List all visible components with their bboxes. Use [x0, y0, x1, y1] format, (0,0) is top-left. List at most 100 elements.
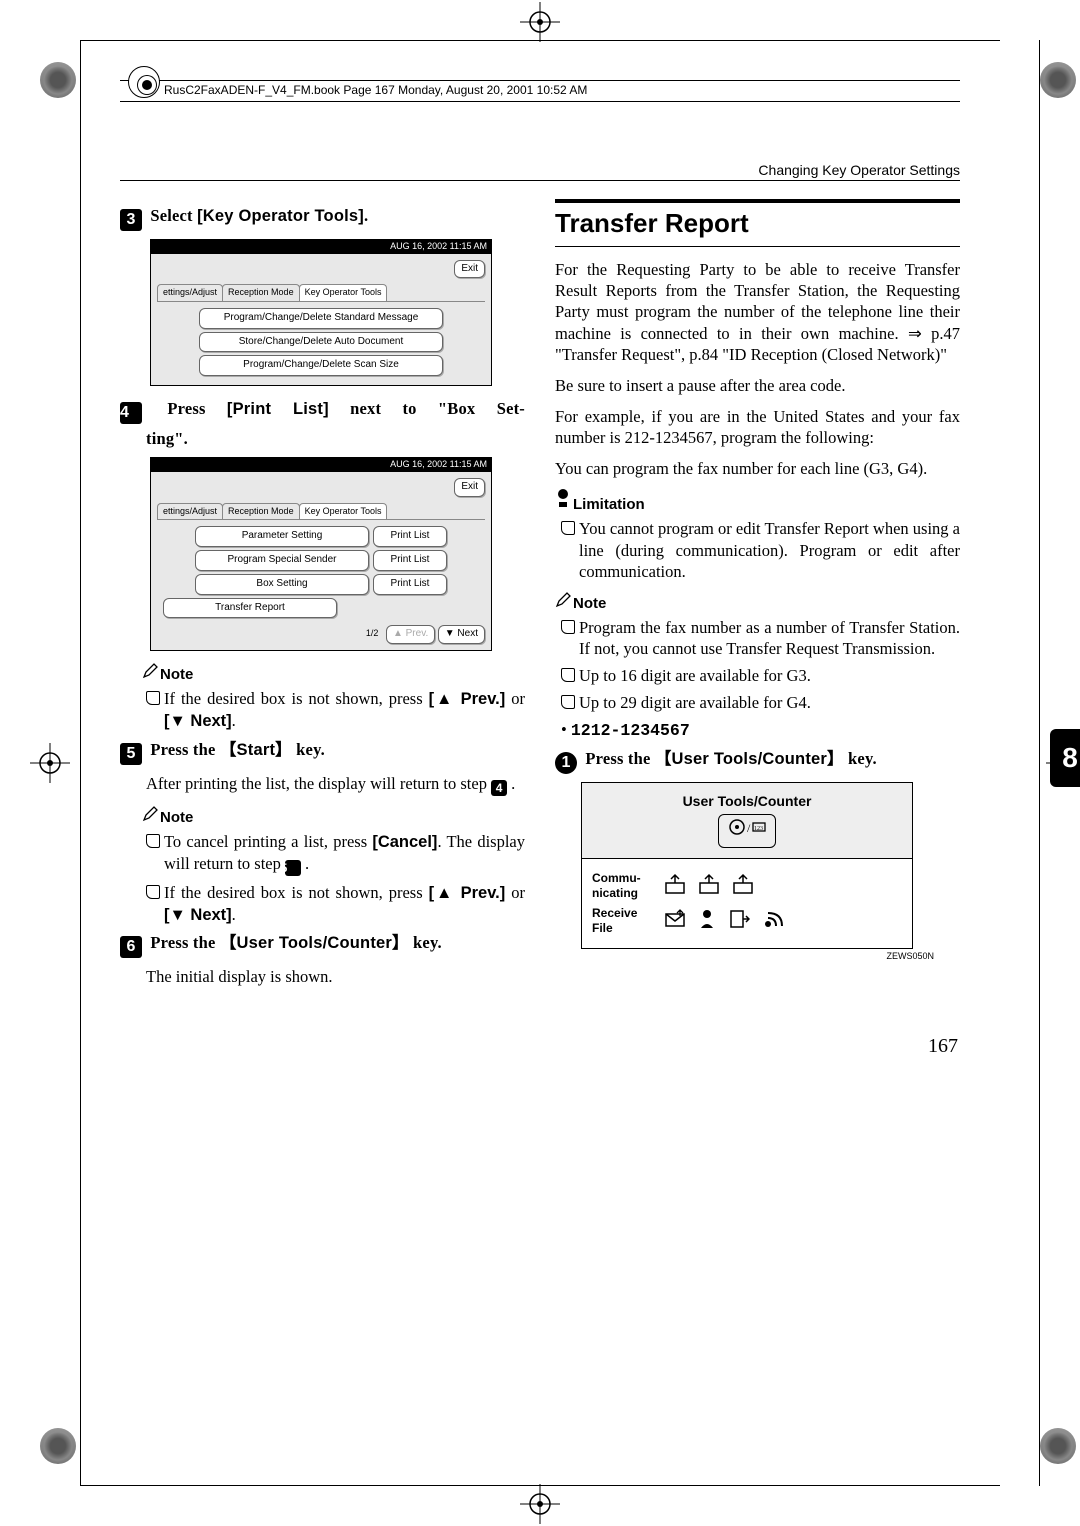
control-panel-figure: User Tools/Counter /123 Commu- nicating …: [581, 782, 913, 950]
ss1-exit-button[interactable]: Exit: [454, 260, 485, 279]
ss2-tab-0[interactable]: ettings/Adjust: [157, 503, 223, 520]
step-num-r1: 1: [555, 752, 577, 774]
ss2-tab-2[interactable]: Key Operator Tools: [299, 503, 388, 520]
step6-body: The initial display is shown.: [120, 966, 525, 987]
ref-step-4: 4: [491, 780, 507, 796]
step5-body-text: After printing the list, the display wil…: [146, 774, 491, 793]
user-tools-key: User Tools/Counter: [237, 934, 392, 952]
panel-receive-label: Receive File: [592, 906, 652, 937]
book-header: RusC2FaxADEN-F_V4_FM.book Page 167 Monda…: [120, 80, 960, 102]
print-list-key: [Print List]: [227, 400, 329, 418]
note-r-1: Program the fax number as a number of Tr…: [555, 617, 960, 659]
box-bullet-icon: [561, 695, 575, 709]
ss2-exit-button[interactable]: Exit: [454, 478, 485, 497]
ss2-r3-l[interactable]: Transfer Report: [163, 598, 337, 619]
person-icon: [698, 908, 716, 934]
step3-dot: .: [364, 206, 368, 225]
step6-suffix: key.: [409, 933, 442, 952]
panel-title: User Tools/Counter: [592, 793, 902, 811]
ss1-row-1[interactable]: Store/Change/Delete Auto Document: [199, 332, 443, 353]
prev-key: [▲ Prev.]: [429, 690, 506, 708]
ss1-row-0[interactable]: Program/Change/Delete Standard Message: [199, 308, 443, 329]
note-1-head: Note: [142, 663, 525, 684]
note-r-head: Note: [555, 592, 960, 613]
step-4-line2: ting".: [120, 428, 525, 449]
step-3: 3 Select [Key Operator Tools].: [120, 205, 525, 231]
ss2-prev-button[interactable]: ▲ Prev.: [386, 625, 435, 644]
note2-item1: To cancel printing a list, press [Cancel…: [120, 831, 525, 876]
limitation-item: You cannot program or edit Transfer Repo…: [555, 518, 960, 581]
note-r-label: Note: [573, 595, 606, 612]
reg-mark-top: [520, 2, 560, 42]
step-6: 6 Press the 【User Tools/Counter】 key.: [120, 932, 525, 958]
step-num-4: 4: [120, 402, 142, 424]
pencil-icon: [142, 663, 158, 684]
step-4: 4 Press [Print List] next to "Box Set-: [120, 398, 525, 424]
reg-mark-bottom: [520, 1484, 560, 1524]
svg-text:/: /: [747, 821, 751, 835]
ss2-r0-r[interactable]: Print List: [373, 526, 447, 547]
mail-icon: [664, 908, 686, 934]
box-bullet-icon: [561, 620, 575, 634]
signal-icon: [762, 908, 788, 934]
ss1-row-2[interactable]: Program/Change/Delete Scan Size: [199, 355, 443, 376]
pencil-icon: [555, 592, 571, 613]
user-tools-key-r: User Tools/Counter: [672, 750, 827, 768]
box-bullet-icon: [146, 885, 160, 899]
ss1-tab-1[interactable]: Reception Mode: [222, 284, 300, 301]
note-r-3-text: Up to 29 digit are available for G4.: [579, 693, 811, 712]
crop-dot-tl: [40, 62, 76, 98]
step6-prefix: Press the: [150, 933, 220, 952]
ss2-r2-r[interactable]: Print List: [373, 574, 447, 595]
box-bullet-icon: [561, 521, 575, 535]
right-column: Transfer Report For the Requesting Party…: [555, 199, 960, 995]
ref-step-5: 5: [285, 860, 301, 876]
note2-item2: If the desired box is not shown, press […: [120, 882, 525, 926]
para-4: You can program the fax number for each …: [555, 458, 960, 479]
limitation-icon: [555, 489, 571, 514]
note1-item: If the desired box is not shown, press […: [120, 688, 525, 732]
note2-i2or: or: [505, 883, 525, 902]
ss2-time: AUG 16, 2002 11:15 AM: [151, 458, 491, 472]
note1-dot: .: [232, 711, 236, 730]
ss2-tab-1[interactable]: Reception Mode: [222, 503, 300, 520]
ss2-r2-l[interactable]: Box Setting: [195, 574, 369, 595]
svg-text:123: 123: [754, 826, 763, 832]
note2-i2dot: .: [232, 905, 236, 924]
note-r-3: Up to 29 digit are available for G4.: [555, 692, 960, 713]
ss2-r0-l[interactable]: Parameter Setting: [195, 526, 369, 547]
step5-prefix: Press the: [150, 740, 220, 759]
crop-line: [80, 1485, 1000, 1486]
ss1-tab-2[interactable]: Key Operator Tools: [299, 284, 388, 301]
note-2-head: Note: [142, 806, 525, 827]
key-operator-tools-key: [Key Operator Tools]: [197, 207, 364, 225]
ss1-time: AUG 16, 2002 11:15 AM: [151, 240, 491, 254]
user-tools-hard-key: /123: [718, 814, 776, 848]
panel-communicating-label: Commu- nicating: [592, 871, 652, 902]
crop-line: [80, 40, 1000, 41]
page-number: 167: [120, 1035, 960, 1058]
start-key: Start: [237, 741, 276, 759]
step-5: 5 Press the 【Start】 key.: [120, 739, 525, 765]
two-columns: 3 Select [Key Operator Tools]. AUG 16, 2…: [120, 199, 960, 995]
box-bullet-icon: [561, 668, 575, 682]
note-r-2-text: Up to 16 digit are available for G3.: [579, 666, 811, 685]
note2-label: Note: [160, 809, 193, 826]
fax-out-icon: [698, 873, 720, 899]
page-out-icon: [728, 908, 750, 934]
ss1-tab-0[interactable]: ettings/Adjust: [157, 284, 223, 301]
step-num-6: 6: [120, 936, 142, 958]
ss2-next-button[interactable]: ▼ Next: [438, 625, 485, 644]
panel-caption: ZEWS050N: [555, 951, 934, 963]
next-key-2: [▼ Next]: [164, 906, 232, 924]
ss2-r1-r[interactable]: Print List: [373, 550, 447, 571]
limitation-label: Limitation: [573, 496, 645, 513]
step5-suffix: key.: [292, 740, 325, 759]
step3-text: Select: [150, 206, 197, 225]
limitation-text: You cannot program or edit Transfer Repo…: [579, 519, 960, 580]
ss2-r1-l[interactable]: Program Special Sender: [195, 550, 369, 571]
example-number: 1212-1234567: [571, 721, 690, 740]
step-num-5: 5: [120, 743, 142, 765]
left-column: 3 Select [Key Operator Tools]. AUG 16, 2…: [120, 199, 525, 995]
reg-mark-left: [30, 743, 70, 783]
